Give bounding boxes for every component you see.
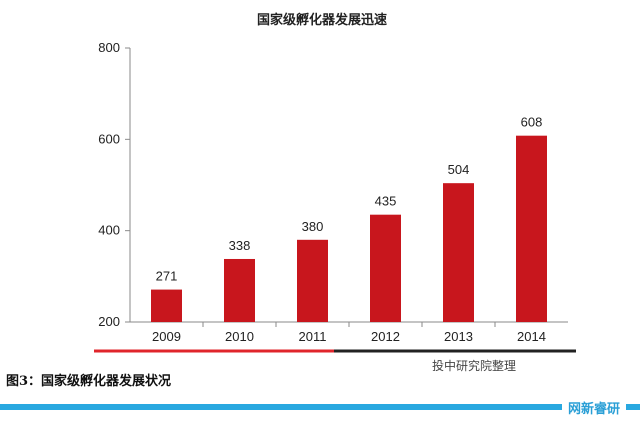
footer-bar <box>0 404 640 410</box>
figure-caption: 图3：国家级孵化器发展状况 <box>6 374 172 389</box>
x-tick-label: 2009 <box>152 329 181 344</box>
source-label: 投中研究院整理 <box>432 358 516 373</box>
y-tick-label: 200 <box>98 314 120 329</box>
data-label: 608 <box>521 115 543 130</box>
y-ticks: 200 400 600 800 <box>98 40 130 329</box>
bar <box>370 214 401 322</box>
data-label: 271 <box>156 269 178 284</box>
bar <box>443 183 474 322</box>
x-ticks: 2009 2010 2011 2012 2013 2014 <box>152 322 546 344</box>
bar <box>224 258 255 322</box>
chart-title: 国家级孵化器发展迅速 <box>257 12 387 28</box>
bar <box>151 289 182 322</box>
x-tick-label: 2013 <box>444 329 473 344</box>
x-tick-label: 2011 <box>299 329 327 344</box>
data-label: 338 <box>229 238 251 253</box>
y-tick-label: 400 <box>98 223 120 238</box>
bar <box>297 239 328 322</box>
x-tick-label: 2012 <box>371 329 400 344</box>
bars: 271 338 380 435 504 608 <box>151 115 547 322</box>
brand-logo: 网新睿研 <box>561 398 626 417</box>
bar <box>516 135 547 322</box>
x-tick-label: 2014 <box>517 329 546 344</box>
data-label: 435 <box>375 194 397 209</box>
data-label: 380 <box>302 219 324 234</box>
x-tick-label: 2010 <box>225 329 254 344</box>
y-tick-label: 800 <box>98 40 120 55</box>
data-label: 504 <box>448 162 470 177</box>
y-tick-label: 600 <box>98 131 120 146</box>
